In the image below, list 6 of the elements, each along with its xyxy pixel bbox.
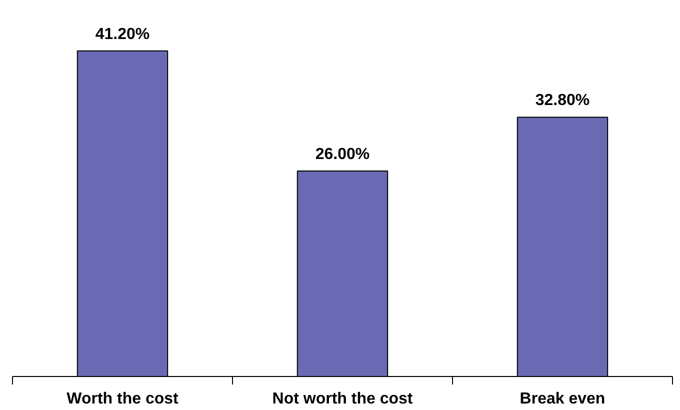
data-label: 41.20%	[95, 26, 150, 43]
data-label: 32.80%	[535, 92, 590, 110]
x-tick-label: Worth the cost	[66, 390, 180, 408]
x-tick-label: Not worth the cost	[272, 390, 414, 408]
x-tick-label: Break even	[520, 390, 606, 408]
data-label: 26.00%	[315, 146, 370, 163]
